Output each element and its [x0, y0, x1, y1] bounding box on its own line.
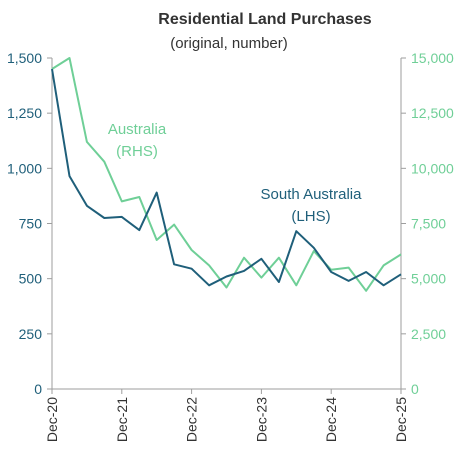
- y-left-tick-label: 0: [34, 381, 42, 397]
- x-tick-label: Dec-24: [323, 397, 339, 442]
- axes: 0 250 500 750 1,000 1,250 1,500 0 2,500 5,000 7,50…: [7, 50, 454, 442]
- y-left-tick-label: 750: [19, 216, 43, 232]
- y-left-tick-label: 250: [19, 326, 43, 342]
- x-tick-label: Dec-22: [184, 397, 200, 442]
- y-right-tick-label: 12,500: [411, 105, 454, 121]
- australia-line: [51, 57, 402, 292]
- y-right-tick-label: 7,500: [411, 216, 446, 232]
- y-right-tick-label: 10,000: [411, 160, 454, 176]
- series-labels: South Australia (LHS) Australia (RHS): [108, 121, 362, 225]
- australia-label: Australia: [108, 121, 167, 138]
- y-left-tick-label: 1,000: [7, 160, 42, 176]
- y-left-tick-label: 500: [19, 271, 43, 287]
- chart-subtitle: (original, number): [170, 35, 288, 52]
- y-right-tick-label: 5,000: [411, 271, 446, 287]
- y-right-tick-label: 15,000: [411, 50, 454, 66]
- y-right-tick-label: 2,500: [411, 326, 446, 342]
- south-australia-line: [51, 68, 402, 287]
- series-layer: [51, 57, 402, 292]
- y-left-tick-label: 1,250: [7, 105, 42, 121]
- x-tick-label: Dec-23: [253, 397, 269, 442]
- australia-label: (RHS): [116, 143, 158, 160]
- x-tick-label: Dec-21: [114, 397, 130, 442]
- y-left-tick-label: 1,500: [7, 50, 42, 66]
- chart-title: Residential Land Purchases: [158, 11, 372, 28]
- x-tick-label: Dec-20: [44, 397, 60, 442]
- x-tick-label: Dec-25: [393, 397, 409, 442]
- y-right-tick-label: 0: [411, 381, 419, 397]
- south-australia-label: (LHS): [291, 208, 330, 225]
- south-australia-label: South Australia: [261, 186, 363, 203]
